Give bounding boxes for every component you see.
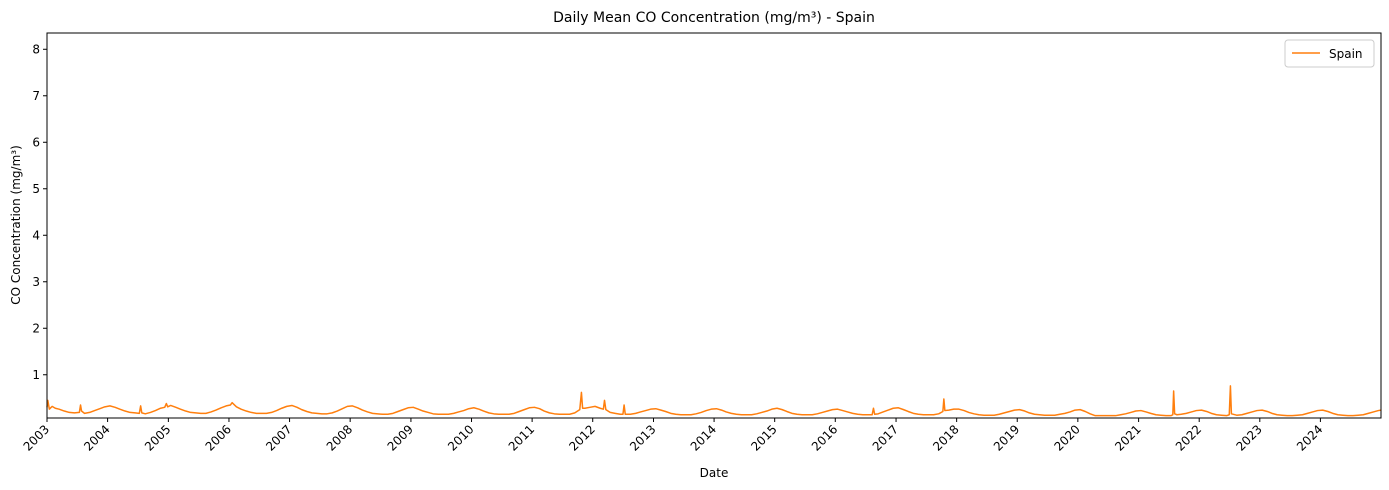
plot-area bbox=[46, 33, 1382, 418]
plot-background bbox=[47, 33, 1381, 418]
y-tick-label: 8 bbox=[32, 42, 40, 56]
y-tick-label: 7 bbox=[32, 89, 40, 103]
x-axis-title: Date bbox=[700, 466, 729, 480]
y-tick-label: 3 bbox=[32, 275, 40, 289]
legend: Spain bbox=[1284, 39, 1375, 68]
legend-box bbox=[1284, 39, 1375, 68]
y-tick-label: 1 bbox=[32, 368, 40, 382]
chart-title: Daily Mean CO Concentration (mg/m³) - Sp… bbox=[553, 10, 875, 26]
y-axis-title: CO Concentration (mg/m³) bbox=[9, 145, 23, 305]
y-tick-label: 4 bbox=[32, 228, 40, 242]
legend-label-spain: Spain bbox=[1329, 47, 1363, 61]
y-axis: 1 2 3 4 5 6 7 8 bbox=[32, 42, 47, 382]
y-tick-label: 5 bbox=[32, 182, 40, 196]
y-tick-label: 6 bbox=[32, 135, 40, 149]
series-line-spain bbox=[46, 385, 1382, 417]
plot-frame bbox=[46, 32, 1382, 419]
y-tick-label: 2 bbox=[32, 321, 40, 335]
